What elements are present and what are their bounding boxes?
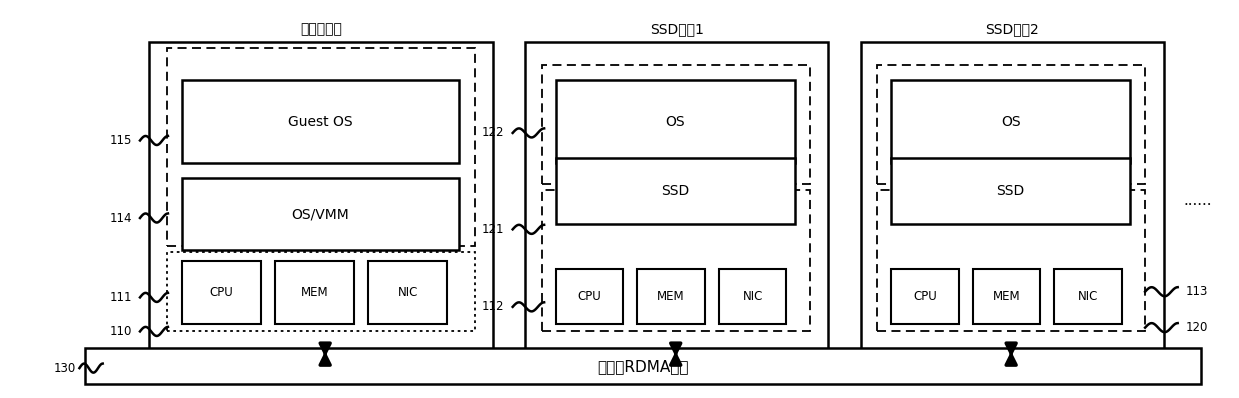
Bar [167,48,476,246]
Bar [1054,269,1121,324]
Text: OS: OS [1001,115,1021,129]
Bar [85,349,1201,384]
Text: 110: 110 [109,325,131,338]
Bar [182,178,460,250]
Bar [149,42,493,360]
Text: 122: 122 [482,127,504,139]
Text: MEM: MEM [301,286,328,299]
Text: NIC: NIC [1078,290,1098,303]
Text: 高性能RDMA网络: 高性能RDMA网络 [597,359,689,374]
Bar [861,42,1163,360]
Text: SSD: SSD [996,183,1025,197]
Text: SSD: SSD [662,183,689,197]
Bar [556,269,623,324]
Text: CPU: CPU [577,290,601,303]
Bar [891,269,959,324]
Bar [973,269,1041,324]
Bar [182,80,460,163]
Text: 虚拟化节点: 虚拟化节点 [300,23,342,37]
Text: NIC: NIC [742,290,763,303]
Text: 120: 120 [1186,321,1208,334]
Bar [891,158,1130,224]
Text: OS/VMM: OS/VMM [291,207,349,221]
Text: 130: 130 [53,362,76,375]
Bar [637,269,705,324]
Text: 121: 121 [482,223,504,236]
Bar [525,42,829,360]
Bar [541,189,809,332]
Bar [877,65,1145,184]
Bar [182,261,261,324]
Text: OS: OS [665,115,685,129]
Bar [891,80,1130,163]
Bar [541,65,809,184]
Text: CPU: CPU [209,286,233,299]
Text: NIC: NIC [398,286,418,299]
Bar [275,261,354,324]
Bar [368,261,447,324]
Text: 113: 113 [1186,285,1208,298]
Text: 112: 112 [482,300,504,313]
Text: Guest OS: Guest OS [289,115,353,129]
Text: SSD节点1: SSD节点1 [650,23,704,37]
Text: MEM: MEM [657,290,685,303]
Bar [556,80,794,163]
Bar [556,158,794,224]
Bar [167,252,476,332]
Text: 115: 115 [109,134,131,147]
Text: 114: 114 [109,211,131,224]
Text: SSD节点2: SSD节点2 [985,23,1040,37]
Text: MEM: MEM [992,290,1020,303]
Bar [877,189,1145,332]
Bar [719,269,787,324]
Text: 111: 111 [109,291,131,304]
Text: CPU: CPU [913,290,937,303]
Text: ......: ...... [1183,194,1212,208]
